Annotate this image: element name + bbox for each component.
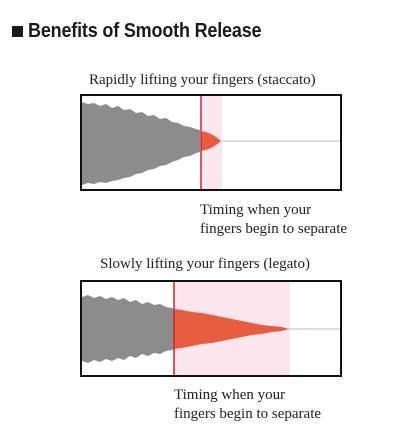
legato-annotation-line-1: Timing when your (174, 387, 286, 403)
legato-heading: Slowly lifting your fingers (legato) (100, 256, 310, 272)
staccato-waveform-graphic (82, 96, 340, 189)
legato-red-decay (174, 309, 289, 349)
section-heading: Benefits of Smooth Release (12, 20, 287, 43)
legato-annotation: Timing when your fingers begin to separa… (174, 386, 321, 424)
staccato-red-decay (201, 131, 220, 151)
section-title: Benefits of Smooth Release (28, 20, 262, 42)
square-bullet-icon (12, 26, 23, 37)
legato-waveform-panel (80, 280, 342, 377)
staccato-annotation-line-2: fingers begin to separate (200, 221, 348, 237)
legato-waveform-graphic (82, 282, 340, 375)
staccato-annotation-line-1: Timing when your (200, 202, 312, 218)
staccato-annotation: Timing when your fingers begin to separa… (200, 201, 347, 239)
staccato-gray-waveform (82, 102, 200, 185)
legato-annotation-line-2: fingers begin to separate (174, 406, 322, 422)
staccato-waveform-panel (80, 94, 342, 191)
legato-gray-waveform (82, 295, 174, 363)
staccato-heading: Rapidly lifting your fingers (staccato) (89, 72, 316, 88)
